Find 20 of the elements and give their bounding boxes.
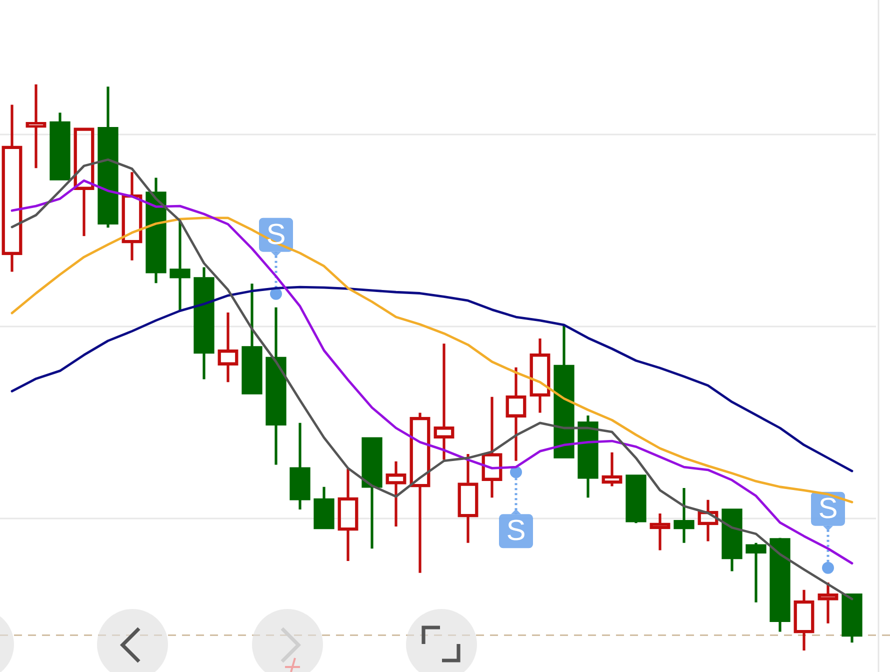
candlestick: [554, 324, 574, 458]
candlestick: [746, 542, 766, 604]
candlestick: [674, 486, 694, 544]
candlestick: [290, 422, 310, 511]
candlestick: [50, 111, 70, 180]
candlestick: [314, 486, 334, 530]
candlestick: [26, 83, 46, 170]
annotation: S: [506, 515, 526, 548]
candlestick: [842, 594, 862, 644]
candlestick: [146, 176, 166, 284]
candlestick: [578, 414, 598, 499]
candlestick: [242, 282, 262, 394]
candlestick: [194, 266, 214, 381]
candlestick: [98, 85, 118, 229]
candlestick: [170, 219, 190, 312]
candlestick: [362, 437, 382, 550]
annotation: S: [818, 492, 838, 525]
candlestick: [266, 306, 286, 466]
candlestick: [650, 512, 670, 552]
candlestick: [722, 508, 742, 573]
